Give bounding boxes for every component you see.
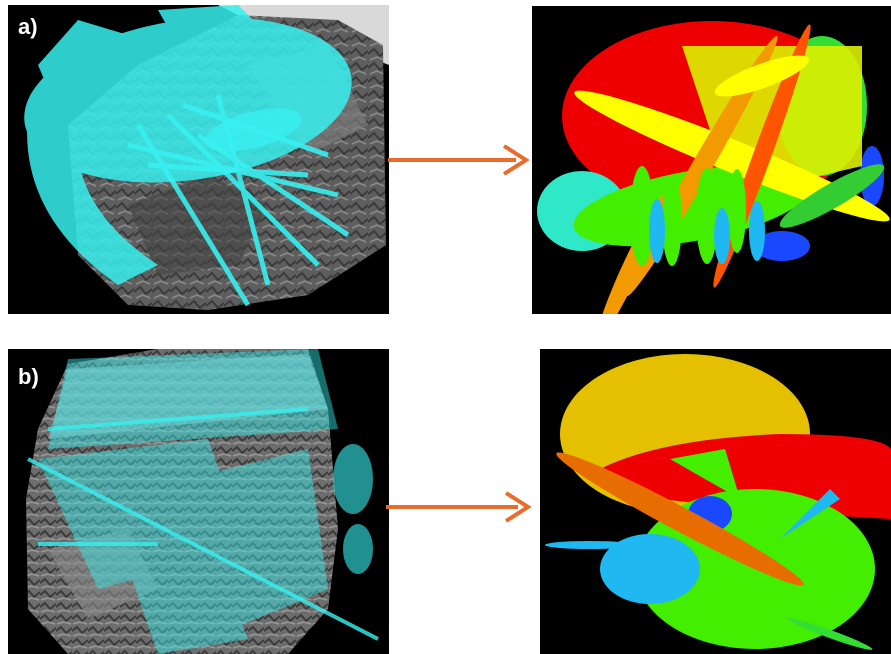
rock-fracture-overlay-a xyxy=(8,5,389,314)
right-arrow-icon xyxy=(386,491,532,523)
panel-b-photo xyxy=(8,349,389,654)
panel-label-a: a) xyxy=(18,14,38,39)
panel-a-photo xyxy=(8,5,389,314)
right-arrow-icon xyxy=(388,144,530,176)
panel-a-model xyxy=(532,6,891,314)
panel-b-model xyxy=(540,349,891,654)
fracture-discs-model-b xyxy=(540,349,891,654)
panel-label-b: b) xyxy=(18,364,39,389)
fracture-discs-model-a xyxy=(532,6,891,314)
rock-fracture-overlay-b xyxy=(8,349,389,654)
